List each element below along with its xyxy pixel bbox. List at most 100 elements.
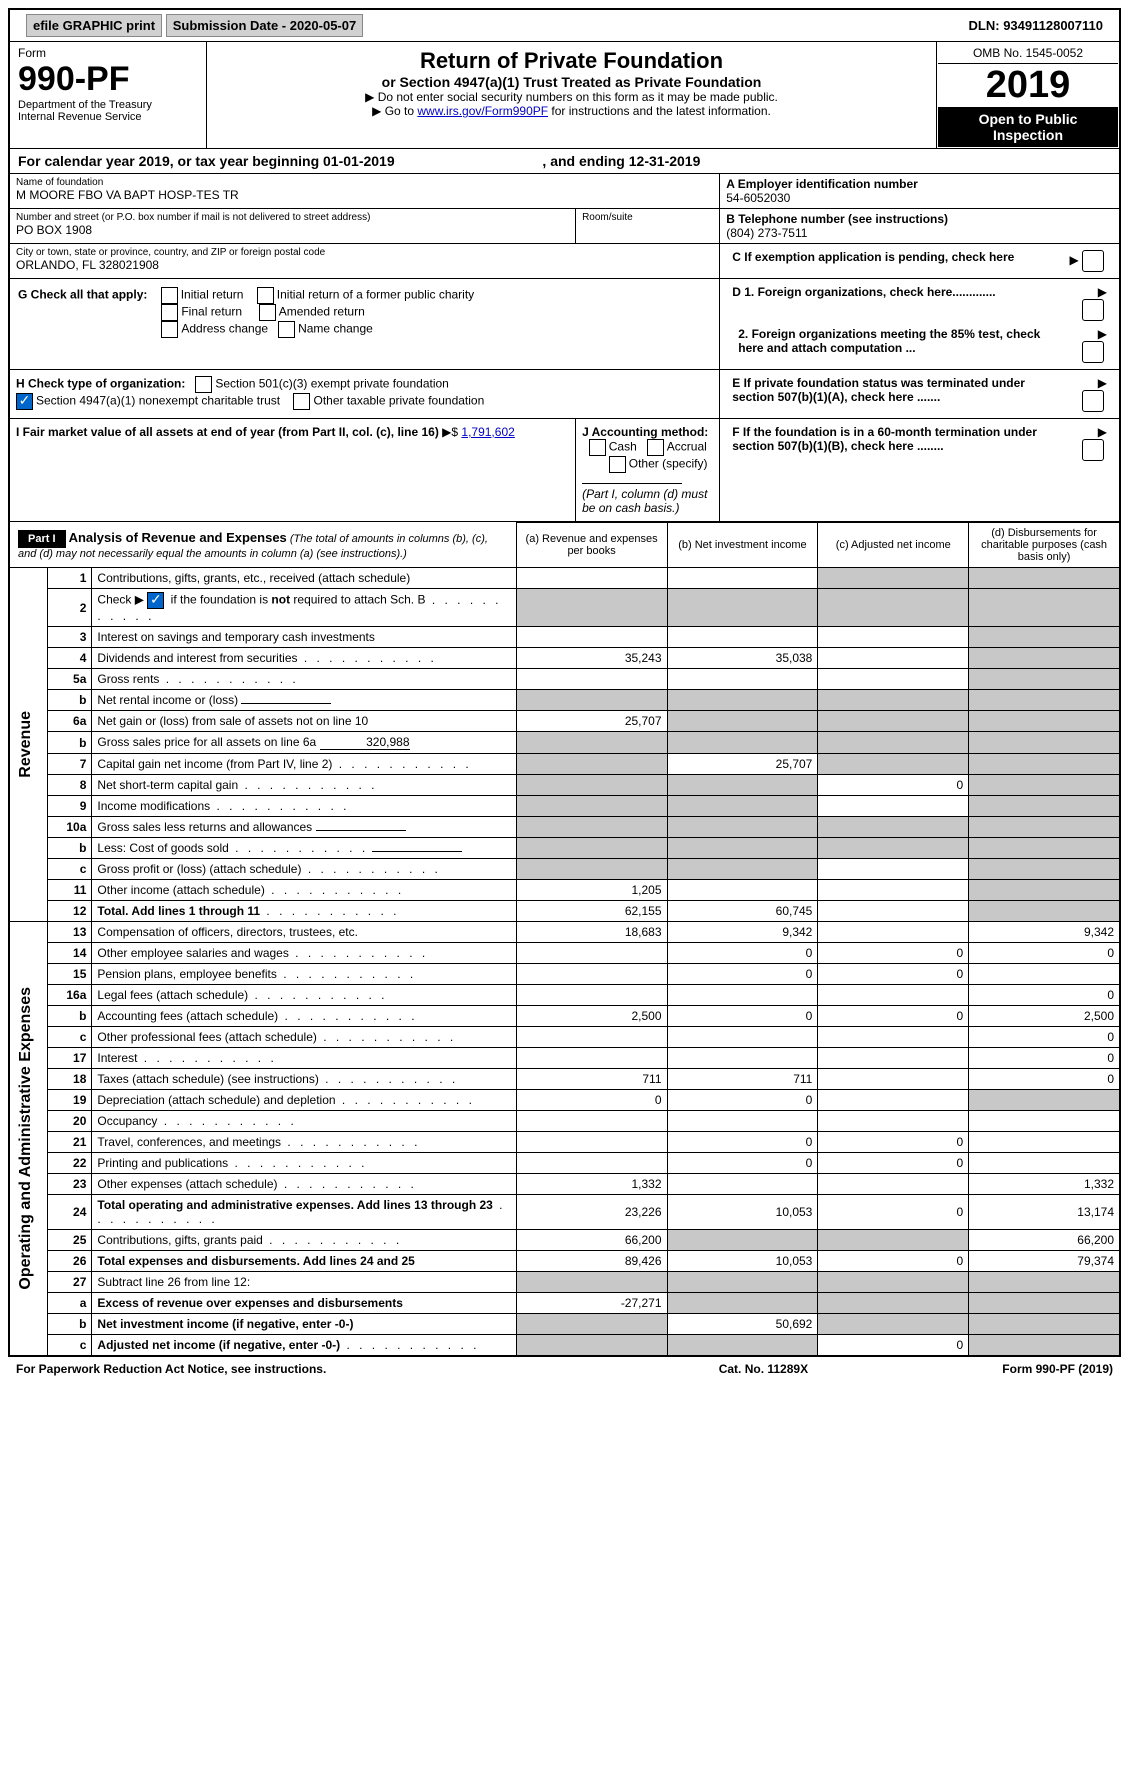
data-cell xyxy=(818,859,969,880)
data-cell: 62,155 xyxy=(516,901,667,922)
table-row: 12 Total. Add lines 1 through 11 62,1556… xyxy=(10,901,1119,922)
f-checkbox[interactable] xyxy=(1082,439,1104,461)
row-desc: Dividends and interest from securities xyxy=(92,648,516,669)
h-4947-cb[interactable]: ✓ xyxy=(16,393,33,410)
year-end: 12-31-2019 xyxy=(629,153,701,169)
form-label: Form xyxy=(18,46,198,60)
row-num: 21 xyxy=(47,1132,91,1153)
data-cell xyxy=(667,1293,818,1314)
g-amended-cb[interactable] xyxy=(259,304,276,321)
data-cell xyxy=(818,1293,969,1314)
table-row: 14 Other employee salaries and wages 000 xyxy=(10,943,1119,964)
row-desc: Other income (attach schedule) xyxy=(92,880,516,901)
data-cell xyxy=(818,1048,969,1069)
row-num: b xyxy=(47,690,91,711)
data-cell: 50,692 xyxy=(667,1314,818,1335)
data-cell xyxy=(969,568,1119,589)
row-num: 8 xyxy=(47,775,91,796)
row-desc: Adjusted net income (if negative, enter … xyxy=(92,1335,516,1356)
efile-print-btn[interactable]: efile GRAPHIC print xyxy=(26,14,162,37)
data-cell xyxy=(969,1111,1119,1132)
table-row: 16a Legal fees (attach schedule) 0 xyxy=(10,985,1119,1006)
table-row: b Less: Cost of goods sold xyxy=(10,838,1119,859)
j-other-cb[interactable] xyxy=(609,456,626,473)
data-cell xyxy=(818,627,969,648)
data-cell: 1,205 xyxy=(516,880,667,901)
data-cell xyxy=(818,669,969,690)
row-num: 19 xyxy=(47,1090,91,1111)
e-checkbox[interactable] xyxy=(1082,390,1104,412)
row-desc: Legal fees (attach schedule) xyxy=(92,985,516,1006)
data-cell xyxy=(516,775,667,796)
g-initial-former-cb[interactable] xyxy=(257,287,274,304)
data-cell xyxy=(516,669,667,690)
d2-checkbox[interactable] xyxy=(1082,341,1104,363)
row-num: 10a xyxy=(47,817,91,838)
data-cell xyxy=(667,690,818,711)
data-cell: 25,707 xyxy=(516,711,667,732)
row-desc: Less: Cost of goods sold xyxy=(92,838,516,859)
data-cell xyxy=(667,775,818,796)
row-num: a xyxy=(47,1293,91,1314)
data-cell: 1,332 xyxy=(969,1174,1119,1195)
row-num: 18 xyxy=(47,1069,91,1090)
row-num: 26 xyxy=(47,1251,91,1272)
row-desc: Printing and publications xyxy=(92,1153,516,1174)
data-cell xyxy=(818,690,969,711)
row-desc: Net short-term capital gain xyxy=(92,775,516,796)
j-other-input[interactable] xyxy=(582,483,682,484)
footer-right: Form 990-PF (2019) xyxy=(868,1359,1121,1379)
city-state-zip: ORLANDO, FL 328021908 xyxy=(16,258,713,272)
data-cell: 18,683 xyxy=(516,922,667,943)
data-cell: 0 xyxy=(818,1335,969,1356)
row-desc: Total. Add lines 1 through 11 xyxy=(92,901,516,922)
data-cell xyxy=(969,711,1119,732)
year-begin: 01-01-2019 xyxy=(323,153,395,169)
data-cell xyxy=(818,1230,969,1251)
data-cell: 60,745 xyxy=(667,901,818,922)
inline-input xyxy=(372,851,462,852)
inline-input: 320,988 xyxy=(320,735,410,750)
data-cell: 9,342 xyxy=(969,922,1119,943)
table-row: b Net investment income (if negative, en… xyxy=(10,1314,1119,1335)
row-desc: Occupancy xyxy=(92,1111,516,1132)
g-name-change-cb[interactable] xyxy=(278,321,295,338)
addr-label: Number and street (or P.O. box number if… xyxy=(16,212,569,223)
g-final-return-cb[interactable] xyxy=(161,304,178,321)
part1-table: Part I Analysis of Revenue and Expenses … xyxy=(10,522,1119,1355)
c-checkbox[interactable] xyxy=(1082,250,1104,272)
row-num: 14 xyxy=(47,943,91,964)
data-cell: 25,707 xyxy=(667,754,818,775)
d1-checkbox[interactable] xyxy=(1082,299,1104,321)
row-desc: Other expenses (attach schedule) xyxy=(92,1174,516,1195)
row-desc: Interest xyxy=(92,1048,516,1069)
row-num: c xyxy=(47,859,91,880)
data-cell xyxy=(818,732,969,754)
schB-cb[interactable]: ✓ xyxy=(147,592,164,609)
h-other-cb[interactable] xyxy=(293,393,310,410)
f-label: F If the foundation is in a 60-month ter… xyxy=(732,425,1037,453)
table-row: 8 Net short-term capital gain 0 xyxy=(10,775,1119,796)
row-num: 15 xyxy=(47,964,91,985)
row-num: 9 xyxy=(47,796,91,817)
table-row: c Other professional fees (attach schedu… xyxy=(10,1027,1119,1048)
g-address-change-cb[interactable] xyxy=(161,321,178,338)
data-cell xyxy=(667,838,818,859)
row-num: 11 xyxy=(47,880,91,901)
data-cell xyxy=(818,1090,969,1111)
e-label: E If private foundation status was termi… xyxy=(732,376,1025,404)
dept-treasury: Department of the Treasury xyxy=(18,99,198,111)
row-desc: Capital gain net income (from Part IV, l… xyxy=(92,754,516,775)
h-501c3-cb[interactable] xyxy=(195,376,212,393)
table-row: 4 Dividends and interest from securities… xyxy=(10,648,1119,669)
j-cash-cb[interactable] xyxy=(589,439,606,456)
table-row: 27 Subtract line 26 from line 12: xyxy=(10,1272,1119,1293)
data-cell: 10,053 xyxy=(667,1195,818,1230)
fmv-value[interactable]: 1,791,602 xyxy=(461,425,514,439)
j-accrual-cb[interactable] xyxy=(647,439,664,456)
row-desc: Net rental income or (loss) xyxy=(92,690,516,711)
g-initial-return-cb[interactable] xyxy=(161,287,178,304)
irs-link[interactable]: www.irs.gov/Form990PF xyxy=(417,104,548,118)
data-cell xyxy=(516,732,667,754)
data-cell xyxy=(667,669,818,690)
